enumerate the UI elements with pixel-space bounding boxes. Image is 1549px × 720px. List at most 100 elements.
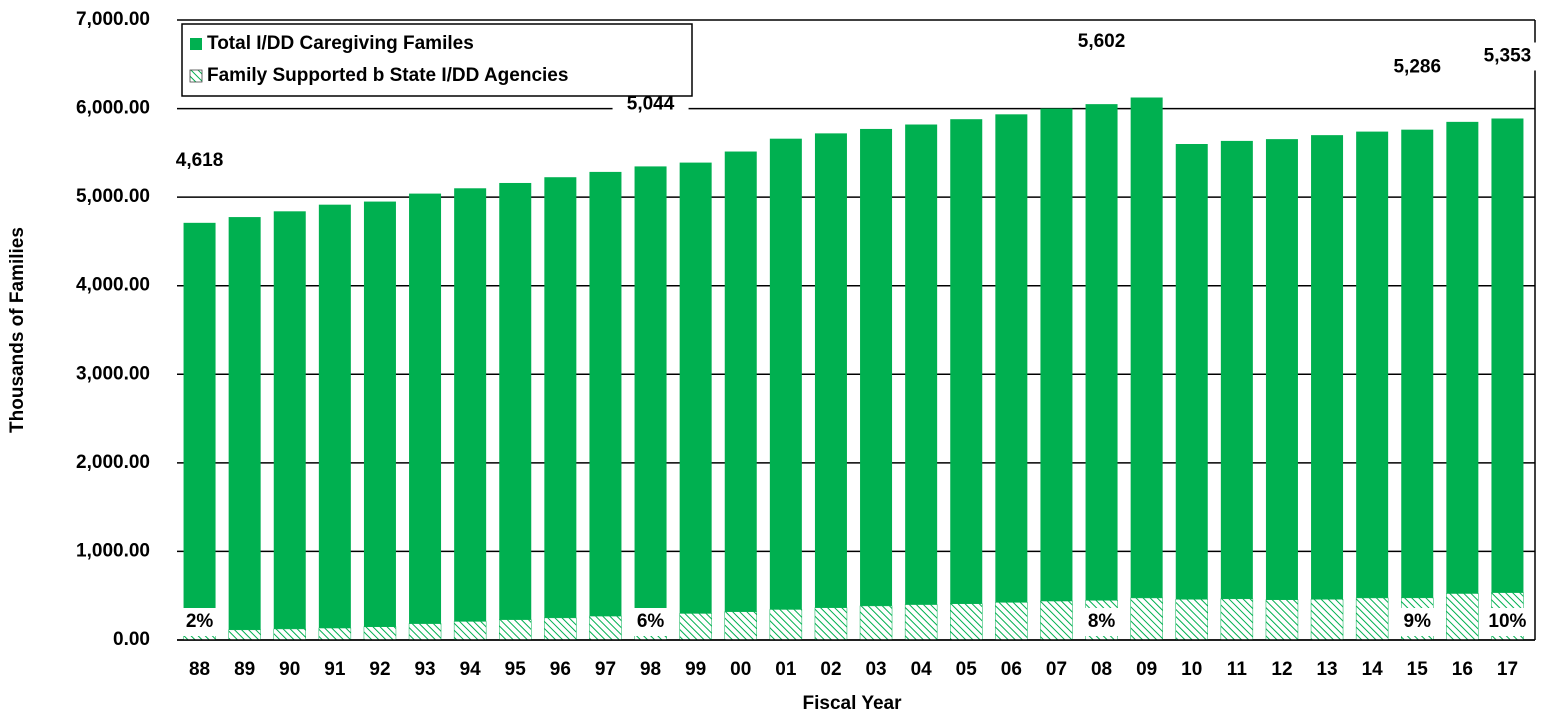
bar-segment xyxy=(904,604,938,641)
x-tick-label: 17 xyxy=(1497,659,1518,680)
x-tick-label: 06 xyxy=(1001,659,1022,680)
bar-segment xyxy=(1175,599,1208,641)
legend-box xyxy=(181,23,693,97)
x-tick-label: 10 xyxy=(1181,659,1202,680)
bar-segment xyxy=(589,171,622,617)
bar-segment xyxy=(544,177,577,618)
x-tick-label: 09 xyxy=(1136,659,1157,680)
bar-segment xyxy=(499,182,532,620)
x-tick-label: 88 xyxy=(189,659,210,680)
bar-segment xyxy=(273,628,306,641)
bar-segment xyxy=(499,619,532,641)
bar-segment xyxy=(769,609,803,641)
bar-segment xyxy=(1085,104,1118,601)
y-tick-label: 1,000.00 xyxy=(76,540,150,561)
x-tick-label: 07 xyxy=(1046,659,1067,680)
x-axis-title: Fiscal Year xyxy=(803,693,903,714)
annotation: 6% xyxy=(637,611,665,632)
bar-segment xyxy=(409,193,442,624)
annotation: 8% xyxy=(1088,611,1116,632)
annotation-background xyxy=(1079,608,1124,636)
data-label: 5,353 xyxy=(1484,46,1532,67)
bar-segment xyxy=(859,605,893,641)
bar-segment xyxy=(363,201,396,627)
annotation: 10% xyxy=(1488,611,1526,632)
bar-segment xyxy=(1265,139,1298,600)
x-tick-label: 00 xyxy=(730,659,751,680)
annotation-background xyxy=(1395,608,1440,636)
bar-segment xyxy=(1265,599,1299,641)
y-tick-label: 6,000.00 xyxy=(76,98,150,119)
bar-segment xyxy=(1446,121,1479,594)
label-background xyxy=(1469,42,1546,71)
x-tick-label: 97 xyxy=(595,659,616,680)
bar-segment xyxy=(1040,108,1073,602)
bar-segment xyxy=(1220,598,1254,641)
annotation-background xyxy=(628,608,673,636)
x-tick-label: 02 xyxy=(820,659,841,680)
x-tick-label: 03 xyxy=(865,659,886,680)
x-tick-label: 08 xyxy=(1091,659,1112,680)
label-background xyxy=(1063,28,1140,57)
y-tick-label: 7,000.00 xyxy=(76,9,150,30)
bar-segment xyxy=(814,607,848,641)
bar-segment xyxy=(724,611,757,641)
label-background xyxy=(1379,53,1456,82)
bar-segment xyxy=(318,627,352,641)
y-tick-label: 2,000.00 xyxy=(76,452,150,473)
bar-segment xyxy=(995,114,1028,603)
y-tick-label: 0.00 xyxy=(113,629,150,650)
bar-segment xyxy=(1310,599,1344,641)
data-label: 5,044 xyxy=(627,93,675,114)
annotation-background xyxy=(177,608,222,636)
bar-segment xyxy=(1355,597,1389,641)
x-tick-label: 05 xyxy=(956,659,978,680)
bar-segment xyxy=(1491,118,1524,593)
bar-segment xyxy=(1130,97,1163,598)
data-label: 5,602 xyxy=(1078,31,1126,52)
bar-segment xyxy=(1175,144,1208,600)
bar-segment xyxy=(454,188,487,622)
x-tick-label: 89 xyxy=(234,659,255,680)
bar-segment xyxy=(950,119,983,604)
bar-segment xyxy=(860,128,893,606)
bar-segment xyxy=(1356,131,1389,598)
bar-segment xyxy=(273,211,306,629)
y-tick-label: 3,000.00 xyxy=(76,363,150,384)
bar-segment xyxy=(183,222,216,632)
bar-segment xyxy=(228,217,261,630)
bar-segment xyxy=(408,623,442,641)
x-tick-label: 99 xyxy=(685,659,706,680)
x-tick-label: 16 xyxy=(1452,659,1473,680)
x-tick-label: 04 xyxy=(911,659,933,680)
x-tick-label: 96 xyxy=(550,659,571,680)
bar-segment xyxy=(634,166,667,614)
x-tick-label: 91 xyxy=(324,659,346,680)
y-tick-label: 5,000.00 xyxy=(76,186,150,207)
x-tick-label: 92 xyxy=(369,659,390,680)
bar-segment xyxy=(814,133,847,608)
x-tick-label: 93 xyxy=(414,659,435,680)
x-tick-label: 12 xyxy=(1271,659,1292,680)
x-tick-label: 13 xyxy=(1316,659,1337,680)
y-tick-label: 4,000.00 xyxy=(76,275,150,296)
x-tick-label: 95 xyxy=(505,659,527,680)
bar-segment xyxy=(318,204,351,629)
annotation-background xyxy=(1485,608,1530,636)
bar-segment xyxy=(1220,140,1253,599)
bar-segment xyxy=(589,615,622,641)
bar-segment xyxy=(905,124,938,605)
bar-segment xyxy=(769,138,802,610)
bar-segment xyxy=(1130,597,1163,641)
bar-segment xyxy=(950,603,983,641)
bar-segment xyxy=(724,151,757,612)
legend-swatch xyxy=(190,38,202,50)
legend-label: Total I/DD Caregiving Familes xyxy=(207,33,474,54)
bar-segment xyxy=(1040,600,1073,641)
x-tick-label: 14 xyxy=(1362,659,1384,680)
bar-segment xyxy=(679,162,712,614)
annotation: 2% xyxy=(186,611,214,632)
y-axis-title: Thousands of Families xyxy=(7,227,28,433)
data-label: 5,286 xyxy=(1393,57,1441,78)
